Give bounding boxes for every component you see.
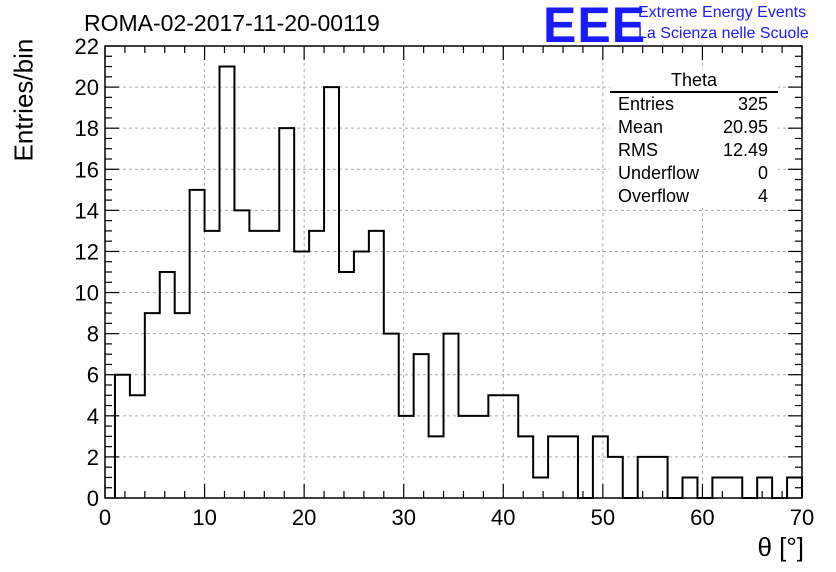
- stats-value: 20.95: [722, 117, 768, 137]
- stats-value: 12.49: [722, 140, 768, 160]
- x-tick-label: 70: [790, 505, 814, 530]
- y-tick-label: 14: [75, 198, 99, 223]
- y-tick-label: 16: [75, 157, 99, 182]
- y-tick-label: 12: [75, 239, 99, 264]
- stats-value: 0: [757, 163, 768, 183]
- x-tick-label: 50: [591, 505, 615, 530]
- stats-label: Entries: [618, 94, 675, 114]
- histogram-outline: [113, 65, 803, 499]
- stats-label: Overflow: [618, 186, 690, 206]
- histogram-bars: [113, 65, 803, 499]
- stats-row: Underflow 0: [610, 162, 778, 185]
- stats-row: RMS 12.49: [610, 139, 778, 162]
- y-tick-label: 4: [87, 404, 99, 429]
- stats-row: Entries 325: [610, 93, 778, 116]
- stats-label: Underflow: [618, 163, 700, 183]
- stats-rows: Entries 325 Mean 20.95 RMS 12.49 Underflow 0 Ove…: [610, 93, 778, 208]
- stats-label: Mean: [618, 117, 664, 137]
- eee-logo: EEE: [543, 0, 647, 53]
- y-tick-label: 18: [75, 116, 99, 141]
- stats-label: RMS: [618, 140, 658, 160]
- y-tick-label: 6: [87, 363, 99, 388]
- axes: [104, 45, 803, 499]
- stats-box: Theta Entries 325 Mean 20.95 RMS 12.49 Underfl…: [610, 70, 778, 208]
- stats-row: Mean 20.95: [610, 116, 778, 139]
- y-tick-label: 10: [75, 281, 99, 306]
- logo-text-line1: Extreme Energy Events: [638, 4, 807, 21]
- y-axis-label: Entries/bin: [8, 38, 39, 162]
- x-tick-label: 30: [391, 505, 415, 530]
- stats-value: 325: [737, 94, 768, 114]
- stats-value: 4: [757, 186, 768, 206]
- x-tick-label: 0: [99, 505, 111, 530]
- y-tick-label: 0: [87, 486, 99, 511]
- x-axis-label: θ [°]: [757, 532, 804, 562]
- y-tick-label: 8: [87, 322, 99, 347]
- y-tick-label: 2: [87, 445, 99, 470]
- x-tick-label: 20: [292, 505, 316, 530]
- x-tick-label: 60: [690, 505, 714, 530]
- x-tick-label: 10: [192, 505, 216, 530]
- y-tick-label: 22: [75, 34, 99, 59]
- stats-row: Overflow 4: [610, 185, 778, 208]
- stats-title: Theta: [610, 70, 778, 93]
- chart-title: ROMA-02-2017-11-20-00119: [84, 10, 380, 36]
- x-tick-label: 40: [491, 505, 515, 530]
- y-tick-label: 20: [75, 75, 99, 100]
- logo-text-line2: La Scienza nelle Scuole: [638, 25, 809, 42]
